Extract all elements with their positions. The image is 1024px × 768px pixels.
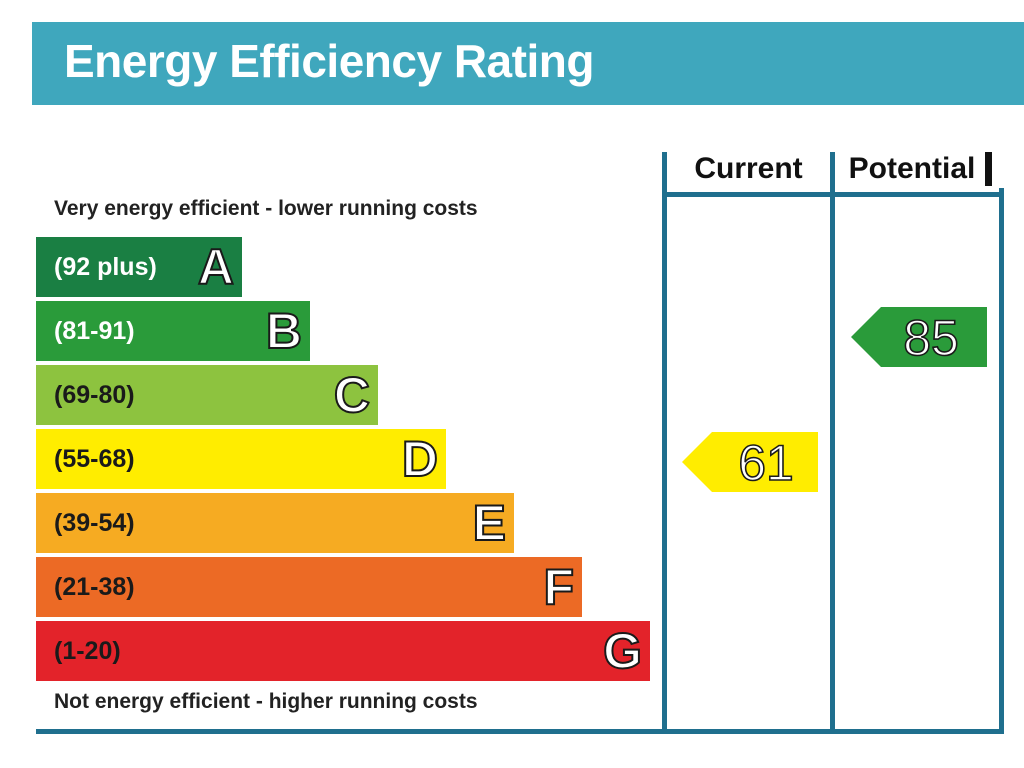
rating-band-g: (1-20) G [36,621,650,681]
band-letter: A [197,238,235,296]
band-range-label: (69-80) [54,381,135,409]
potential-rating-value: 85 [903,310,959,366]
page-title: Energy Efficiency Rating [64,35,594,87]
header-row-border [662,192,1004,197]
band-letter: G [602,622,643,680]
band-range-label: (1-20) [54,637,121,665]
band-range-label: (21-38) [54,573,135,601]
band-letter: C [333,366,371,424]
band-range-label: (39-54) [54,509,135,537]
band-letter: D [401,430,439,488]
rating-band-f: (21-38) F [36,557,582,617]
column-divider [830,152,835,730]
caption-not-efficient: Not energy efficient - higher running co… [54,690,478,713]
title-bar [32,22,1024,105]
band-range-label: (81-91) [54,317,135,345]
current-rating-value: 61 [738,435,794,491]
band-letter: E [472,494,507,552]
rating-band-d: (55-68) D [36,429,446,489]
band-range-label: (92 plus) [54,253,157,281]
rating-band-c: (69-80) C [36,365,378,425]
caption-very-efficient: Very energy efficient - lower running co… [54,197,478,220]
band-letter: F [542,558,575,616]
potential-column-header: Potential [848,152,976,185]
rating-band-a: (92 plus) A [36,237,242,297]
band-letter: B [265,302,303,360]
current-column-header: Current [694,152,803,185]
current-column-left-border [662,152,667,730]
potential-rating-arrow: 85 [851,307,987,367]
bottom-border [36,729,1004,734]
potential-column-right-border [999,188,1004,730]
rating-band-e: (39-54) E [36,493,514,553]
current-arrow-shape [682,432,818,492]
rating-band-b: (81-91) B [36,301,310,361]
band-range-label: (55-68) [54,445,135,473]
potential-arrow-shape [851,307,987,367]
current-rating-arrow: 61 [682,432,818,492]
potential-header-tick [985,152,992,186]
